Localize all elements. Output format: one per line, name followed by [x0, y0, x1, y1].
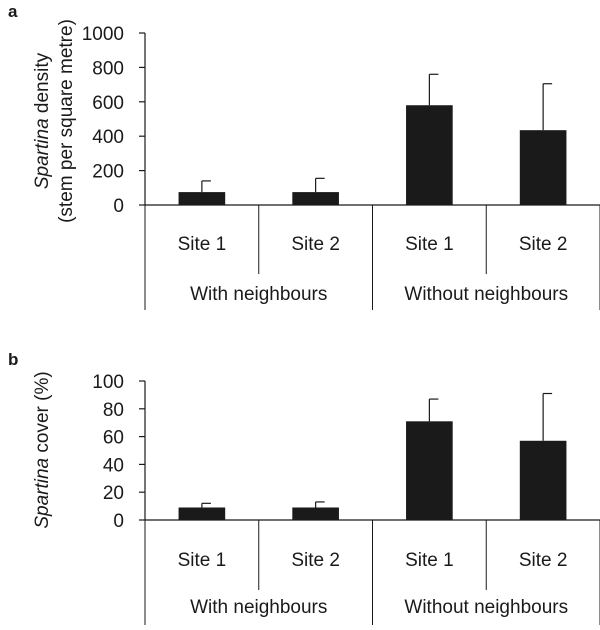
bar: [406, 421, 453, 520]
category-label: Site 2: [291, 234, 340, 255]
y-tick-label: 800: [92, 58, 124, 79]
y-axis-label-rest-a: density: [32, 52, 53, 118]
bar: [178, 507, 226, 520]
y-tick-label: 200: [92, 162, 124, 183]
y-tick-label: 40: [103, 455, 124, 476]
y-axis-label-italic-b: Spartina: [32, 458, 53, 529]
panel-label-b: b: [8, 350, 18, 369]
group-label: With neighbours: [190, 597, 327, 618]
y-axis-label-italic-a: Spartina: [32, 118, 53, 189]
bar: [292, 507, 339, 520]
category-label: Site 2: [519, 234, 568, 255]
y-tick-label: 20: [103, 483, 124, 504]
category-label: Site 1: [178, 234, 227, 255]
group-label: With neighbours: [190, 284, 327, 305]
category-label: Site 2: [291, 550, 340, 571]
y-tick-label: 600: [92, 93, 124, 114]
panel-b: b Spartina cover (%) 0 20 40 60 80 100 Site 1 S…: [8, 350, 600, 625]
y-tick-label: 100: [92, 372, 124, 393]
category-label: Site 1: [178, 550, 227, 571]
panel-a: a Spartina density (stem per square metr…: [8, 2, 600, 310]
y-tick-label: 0: [113, 511, 124, 532]
bar: [406, 105, 453, 205]
category-label: Site 2: [519, 550, 568, 571]
bar: [519, 440, 567, 520]
y-axis-label-line1-a: Spartina density: [32, 52, 53, 189]
bar: [519, 130, 567, 205]
y-axis-label-line2-a: (stem per square metre): [56, 19, 77, 223]
y-tick-label: 60: [103, 428, 124, 449]
bar: [292, 192, 339, 205]
group-label: Without neighbours: [404, 284, 568, 305]
y-tick-label: 400: [92, 127, 124, 148]
y-tick-label: 1000: [82, 24, 124, 45]
y-axis-label-b: Spartina cover (%): [32, 371, 53, 528]
y-tick-label: 80: [103, 400, 124, 421]
bar: [178, 192, 226, 205]
panel-label-a: a: [8, 2, 18, 21]
category-label: Site 1: [405, 234, 454, 255]
y-axis-label-rest-b: cover (%): [32, 371, 53, 458]
y-tick-label: 0: [113, 196, 124, 217]
category-label: Site 1: [405, 550, 454, 571]
group-label: Without neighbours: [404, 597, 568, 618]
